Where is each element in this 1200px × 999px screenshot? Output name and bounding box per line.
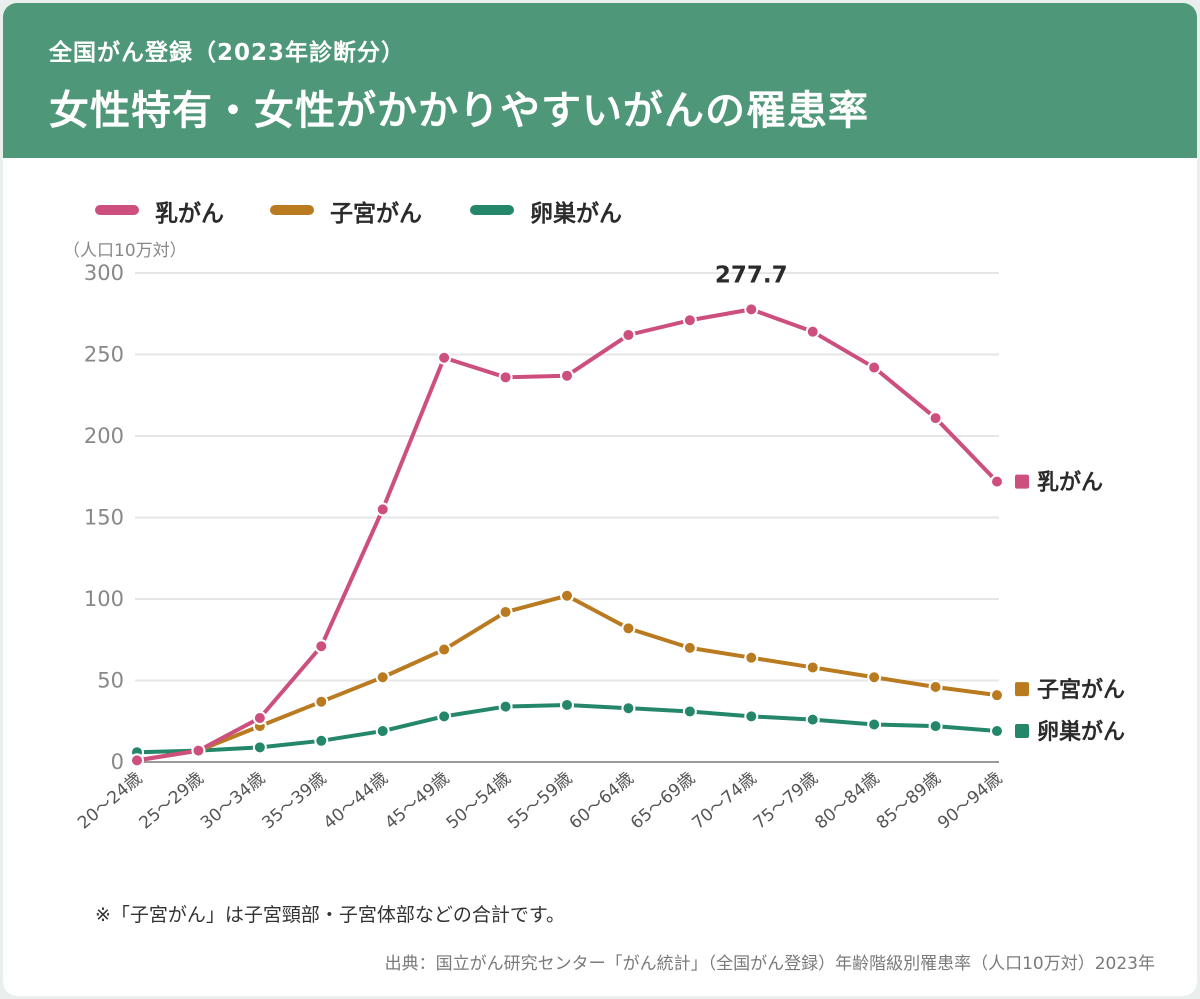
legend-label-uterus: 子宮がん xyxy=(330,201,422,227)
chart-title: 女性特有・女性がかかりやすいがんの罹患率 xyxy=(49,88,869,134)
data-point xyxy=(621,701,636,716)
data-point xyxy=(252,710,267,725)
data-point xyxy=(437,709,452,724)
y-tick-label: 200 xyxy=(84,424,124,448)
series-end-label: 卵巣がん xyxy=(1037,719,1125,745)
data-point xyxy=(682,313,697,328)
series-end-label: 乳がん xyxy=(1037,470,1103,496)
x-tick-label: 85～89歳 xyxy=(873,769,945,834)
y-tick-label: 250 xyxy=(84,343,124,367)
x-tick-label: 45～49歳 xyxy=(381,769,453,834)
x-tick-label: 90～94歳 xyxy=(934,769,1006,834)
data-point xyxy=(498,605,513,620)
data-point xyxy=(867,360,882,375)
data-point xyxy=(682,640,697,655)
data-point xyxy=(744,650,759,665)
legend-label-breast: 乳がん xyxy=(155,201,224,227)
data-point xyxy=(867,670,882,685)
x-tick-label: 40～44歳 xyxy=(320,769,392,834)
x-tick-label: 30～34歳 xyxy=(197,769,269,834)
data-point xyxy=(805,660,820,675)
data-point xyxy=(375,670,390,685)
data-point xyxy=(990,688,1004,703)
data-point xyxy=(928,680,943,695)
x-tick-label: 65～69歳 xyxy=(627,769,699,834)
x-tick-label: 80～84歳 xyxy=(811,769,883,834)
x-tick-label: 20～24歳 xyxy=(74,769,146,834)
x-tick-label: 25～29歳 xyxy=(136,769,208,834)
legend-swatch-uterus xyxy=(270,205,314,215)
x-tick-label: 70～74歳 xyxy=(688,769,760,834)
data-point xyxy=(928,411,943,426)
legend-label-ovary: 卵巣がん xyxy=(530,201,622,227)
data-point xyxy=(990,724,1004,739)
end-label-marker xyxy=(1015,474,1029,489)
data-point xyxy=(744,302,759,317)
data-point xyxy=(621,327,636,342)
header-banner: 全国がん登録（2023年診断分） 女性特有・女性がかかりやすいがんの罹患率 xyxy=(3,3,1197,158)
x-tick-label: 60～64歳 xyxy=(566,769,638,834)
data-point xyxy=(252,740,267,755)
chart-subtitle: 全国がん登録（2023年診断分） xyxy=(49,40,406,66)
data-point xyxy=(498,699,513,714)
data-point xyxy=(437,642,452,657)
data-point xyxy=(314,733,329,748)
data-point xyxy=(314,694,329,709)
x-tick-label: 55～59歳 xyxy=(504,769,576,834)
chart-card: 全国がん登録（2023年診断分） 女性特有・女性がかかりやすいがんの罹患率 乳が… xyxy=(3,3,1197,996)
x-tick-label: 50～54歳 xyxy=(443,769,515,834)
legend-swatch-breast xyxy=(95,205,139,215)
legend-swatch-ovary xyxy=(470,205,514,215)
data-point xyxy=(375,724,390,739)
y-tick-label: 150 xyxy=(84,506,124,530)
data-point xyxy=(560,588,574,603)
data-point xyxy=(990,474,1004,489)
data-point xyxy=(621,621,636,636)
data-point xyxy=(560,368,574,383)
series-end-label: 子宮がん xyxy=(1037,677,1125,703)
data-point xyxy=(682,704,697,719)
data-point xyxy=(314,639,329,654)
data-point xyxy=(560,697,574,712)
data-point xyxy=(375,502,390,517)
y-tick-label: 300 xyxy=(84,261,124,285)
data-label: 277.7 xyxy=(715,262,788,288)
data-point xyxy=(191,743,206,758)
y-tick-label: 50 xyxy=(97,669,124,693)
x-tick-label: 35～39歳 xyxy=(258,769,330,834)
data-point xyxy=(805,324,820,339)
data-point xyxy=(498,370,513,385)
line-chart: （人口10万対） 0 50 100 150 200 250 300 20～24歳25～29歳30… xyxy=(63,241,1125,834)
data-point xyxy=(805,712,820,727)
source-citation: 出典：国立がん研究センター「がん統計」（全国がん登録）年齢階級別罹患率（人口10… xyxy=(384,954,1155,974)
end-label-marker xyxy=(1015,724,1029,739)
data-point xyxy=(867,717,882,732)
end-label-marker xyxy=(1015,682,1029,697)
x-tick-label: 75～79歳 xyxy=(750,769,822,834)
y-tick-label: 0 xyxy=(111,750,124,774)
data-point xyxy=(130,753,144,768)
data-point xyxy=(928,719,943,734)
y-tick-label: 100 xyxy=(84,587,124,611)
y-axis-label: （人口10万対） xyxy=(63,241,187,261)
data-point xyxy=(744,709,759,724)
data-point xyxy=(437,350,452,365)
footnote: ※「子宮がん」は子宮頸部・子宮体部などの合計です。 xyxy=(95,904,566,926)
